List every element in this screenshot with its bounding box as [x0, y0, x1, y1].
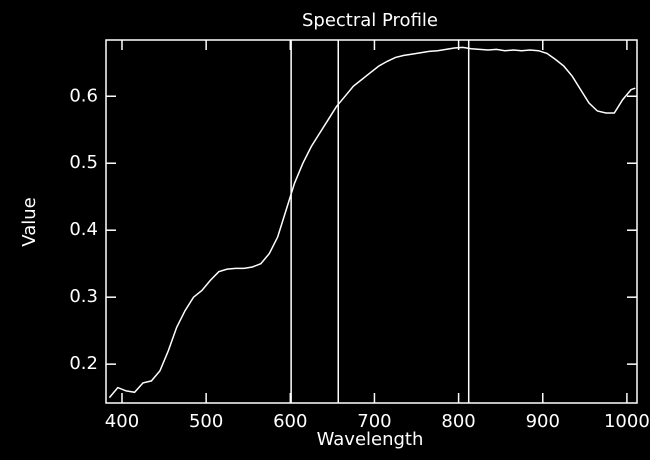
y-tick-label: 0.2 — [69, 353, 98, 374]
plot-frame — [105, 39, 638, 404]
x-tick-label: 600 — [273, 411, 307, 432]
x-tick-label: 400 — [105, 411, 139, 432]
x-tick-label: 500 — [189, 411, 223, 432]
x-axis-label: Wavelength — [317, 429, 424, 450]
y-axis-label: Value — [19, 197, 40, 246]
x-tick-label: 1000 — [604, 411, 650, 432]
y-tick-label: 0.5 — [69, 152, 98, 173]
x-tick-label: 900 — [526, 411, 560, 432]
x-tick-label: 800 — [441, 411, 475, 432]
x-tick-label: 700 — [357, 411, 391, 432]
y-tick-label: 0.4 — [69, 219, 98, 240]
y-tick-label: 0.6 — [69, 85, 98, 106]
chart-title: Spectral Profile — [302, 10, 438, 31]
y-tick-label: 0.3 — [69, 286, 98, 307]
spectrum-line — [108, 46, 636, 399]
